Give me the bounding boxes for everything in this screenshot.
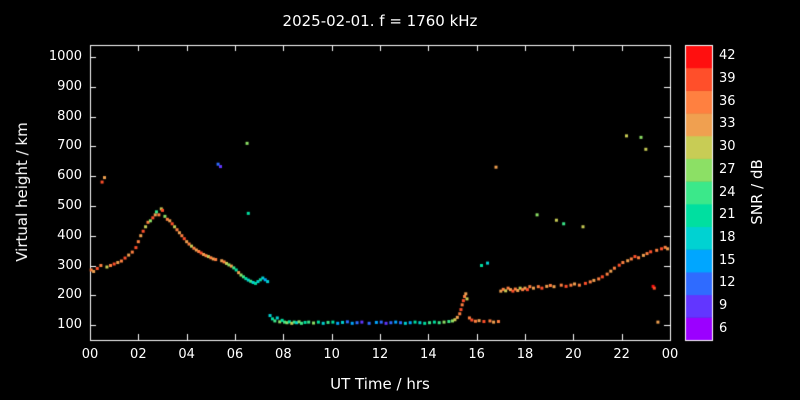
x-tick-label: 14 [420, 347, 437, 362]
colorbar-tick-label: 18 [719, 229, 736, 245]
x-tick-label: 08 [275, 347, 292, 362]
x-tick-label: 00 [81, 347, 99, 362]
colorbar-tick-label: 27 [719, 161, 736, 177]
x-tick-label: 12 [371, 347, 389, 362]
colorbar-tick-label: 39 [719, 71, 736, 87]
colorbar-tick-label: 33 [719, 116, 736, 132]
x-tick-label: 02 [130, 347, 147, 362]
x-tick-label: 10 [323, 347, 340, 362]
colorbar-tick-label: 6 [719, 320, 728, 336]
x-tick-label: 04 [178, 347, 195, 362]
y-tick-label: 100 [57, 317, 82, 333]
y-tick-label: 900 [57, 78, 82, 94]
colorbar-tick-label: 12 [719, 275, 736, 291]
y-tick-label: 500 [57, 197, 82, 213]
y-tick-label: 800 [57, 108, 82, 124]
colorbar-tick-label: 42 [719, 48, 736, 64]
colorbar-tick-label: 9 [719, 297, 728, 313]
colorbar-tick-label: 21 [719, 207, 736, 223]
y-tick-label: 1000 [48, 48, 82, 64]
chart-title: 2025-02-01. f = 1760 kHz [282, 12, 478, 30]
y-tick-label: 300 [57, 257, 82, 273]
x-axis-label: UT Time / hrs [330, 375, 430, 393]
colorbar-label: SNR / dB [748, 159, 766, 225]
y-tick-label: 600 [57, 168, 82, 184]
colorbar-tick-label: 15 [719, 252, 736, 268]
x-tick-label: 18 [516, 347, 534, 362]
x-tick-label: 16 [468, 347, 485, 362]
y-axis-label: Virtual height / km [13, 122, 31, 262]
colorbar-tick-label: 30 [719, 139, 736, 155]
x-tick-label: 06 [226, 347, 244, 362]
x-tick-label: 22 [613, 347, 630, 362]
y-tick-label: 700 [57, 138, 82, 154]
x-tick-label: 00 [661, 347, 679, 362]
colorbar-tick-label: 36 [719, 93, 736, 109]
x-tick-label: 20 [565, 347, 582, 362]
y-tick-label: 200 [57, 287, 82, 303]
y-tick-label: 400 [57, 227, 82, 243]
colorbar-tick-label: 24 [719, 184, 736, 200]
